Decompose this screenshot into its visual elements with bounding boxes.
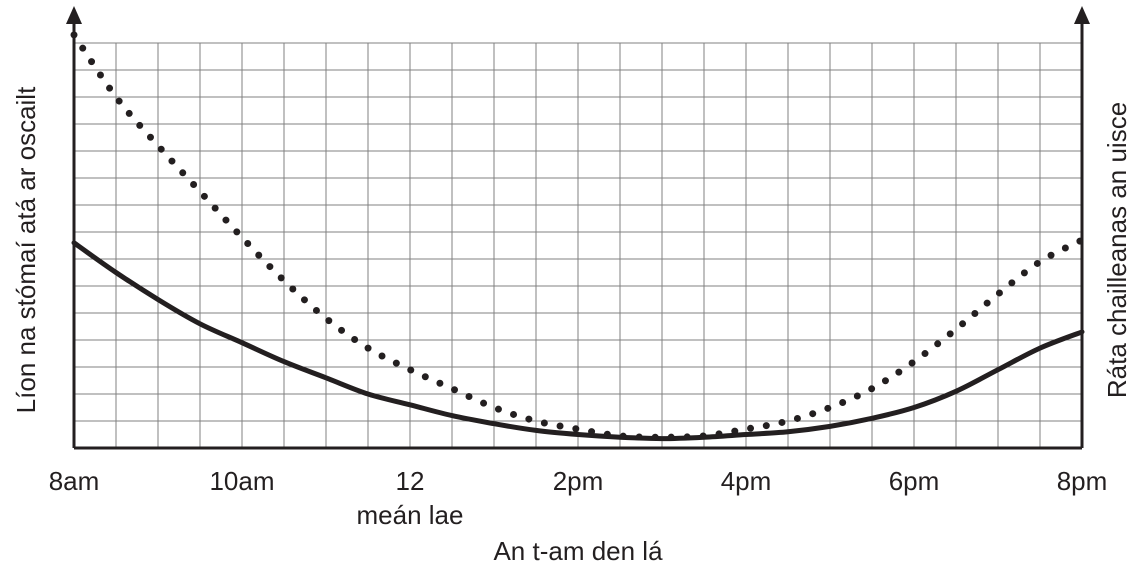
series-solid-line [71, 240, 1085, 442]
series-layer [70, 31, 1086, 442]
axes [66, 6, 1090, 450]
x-axis-title: An t-am den lá [493, 536, 663, 566]
x-tick-label: 10am [209, 466, 274, 496]
series-dotted-line [70, 31, 1086, 441]
right-y-axis-title: Ráta chailleanas an uisce [1102, 102, 1132, 398]
grid [73, 42, 1083, 449]
left-y-axis-title: Líon na stómaí atá ar oscailt [11, 86, 41, 413]
x-tick-label: 4pm [721, 466, 772, 496]
x-tick-label: 8am [49, 466, 100, 496]
x-tick-label: 2pm [553, 466, 604, 496]
right-axis-arrow [1074, 6, 1090, 24]
x-tick-label: 12 [396, 466, 425, 496]
x-tick-labels: 8am 10am 12 meán lae 2pm 4pm 6pm 8pm [49, 466, 1108, 530]
left-axis-arrow [66, 6, 82, 24]
x-tick-label: 8pm [1057, 466, 1108, 496]
x-tick-sublabel: meán lae [357, 500, 464, 530]
x-tick-label: 6pm [889, 466, 940, 496]
